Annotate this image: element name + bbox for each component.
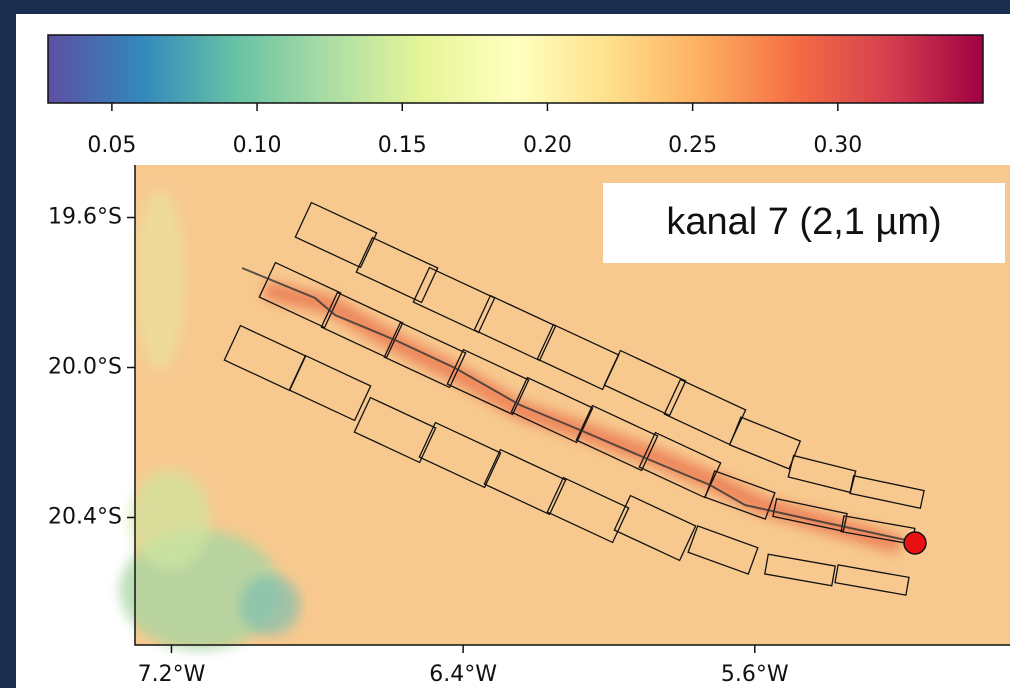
x-tick-label: 7.2°W	[138, 662, 206, 687]
colorbar-tick-label: 0.10	[233, 133, 282, 158]
colorbar-tick-label: 0.05	[87, 133, 136, 158]
map-frame	[134, 165, 1010, 646]
colorbar-tick-label: 0.30	[813, 133, 862, 158]
track-line	[241, 267, 916, 543]
colorbar-tick-label: 0.15	[378, 133, 427, 158]
x-tick-label: 6.4°W	[429, 662, 497, 687]
colorbar-tick-label: 0.20	[523, 133, 572, 158]
footprints	[223, 201, 925, 596]
colorbar-tick-label: 0.25	[668, 133, 717, 158]
colorbar	[47, 34, 984, 104]
source-marker	[903, 531, 927, 555]
y-tick-label: 20.0°S	[48, 355, 122, 380]
annotation: kanal 7 (2,1 µm)	[666, 201, 941, 243]
y-tick-label: 19.6°S	[48, 205, 122, 230]
y-tick-label: 20.4°S	[48, 505, 122, 530]
x-tick-label: 5.6°W	[721, 662, 789, 687]
annotation-box	[603, 183, 1005, 263]
